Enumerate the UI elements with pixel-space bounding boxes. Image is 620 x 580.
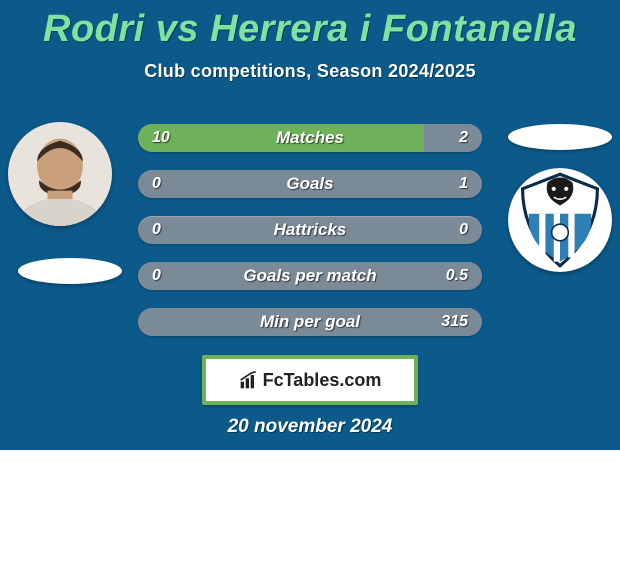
player-right-photo-placeholder	[508, 124, 612, 150]
stat-label: Min per goal	[138, 308, 482, 336]
stat-bar: 315Min per goal	[138, 308, 482, 336]
subtitle: Club competitions, Season 2024/2025	[0, 61, 620, 82]
stat-bar: 00Hattricks	[138, 216, 482, 244]
club-crest-icon	[508, 168, 612, 272]
source-logo-inner: FcTables.com	[239, 370, 382, 391]
source-logo[interactable]: FcTables.com	[202, 355, 418, 405]
player-left-badge-placeholder	[18, 258, 122, 284]
bar-chart-icon	[239, 370, 259, 390]
stat-label: Hattricks	[138, 216, 482, 244]
stat-bar: 102Matches	[138, 124, 482, 152]
stat-label: Goals	[138, 170, 482, 198]
snapshot-date: 20 november 2024	[0, 416, 620, 438]
stat-label: Goals per match	[138, 262, 482, 290]
stat-bar: 01Goals	[138, 170, 482, 198]
player-right-avatar	[508, 168, 612, 272]
comparison-card: Rodri vs Herrera i Fontanella Club compe…	[0, 0, 620, 450]
stat-bars: 102Matches 01Goals 00Hattricks 00.5Goals pe…	[138, 124, 482, 354]
stat-bar: 00.5Goals per match	[138, 262, 482, 290]
source-logo-text: FcTables.com	[263, 370, 382, 391]
player-left-avatar	[8, 122, 112, 226]
stat-label: Matches	[138, 124, 482, 152]
page-title: Rodri vs Herrera i Fontanella	[0, 0, 620, 51]
player-photo-icon	[8, 122, 112, 226]
